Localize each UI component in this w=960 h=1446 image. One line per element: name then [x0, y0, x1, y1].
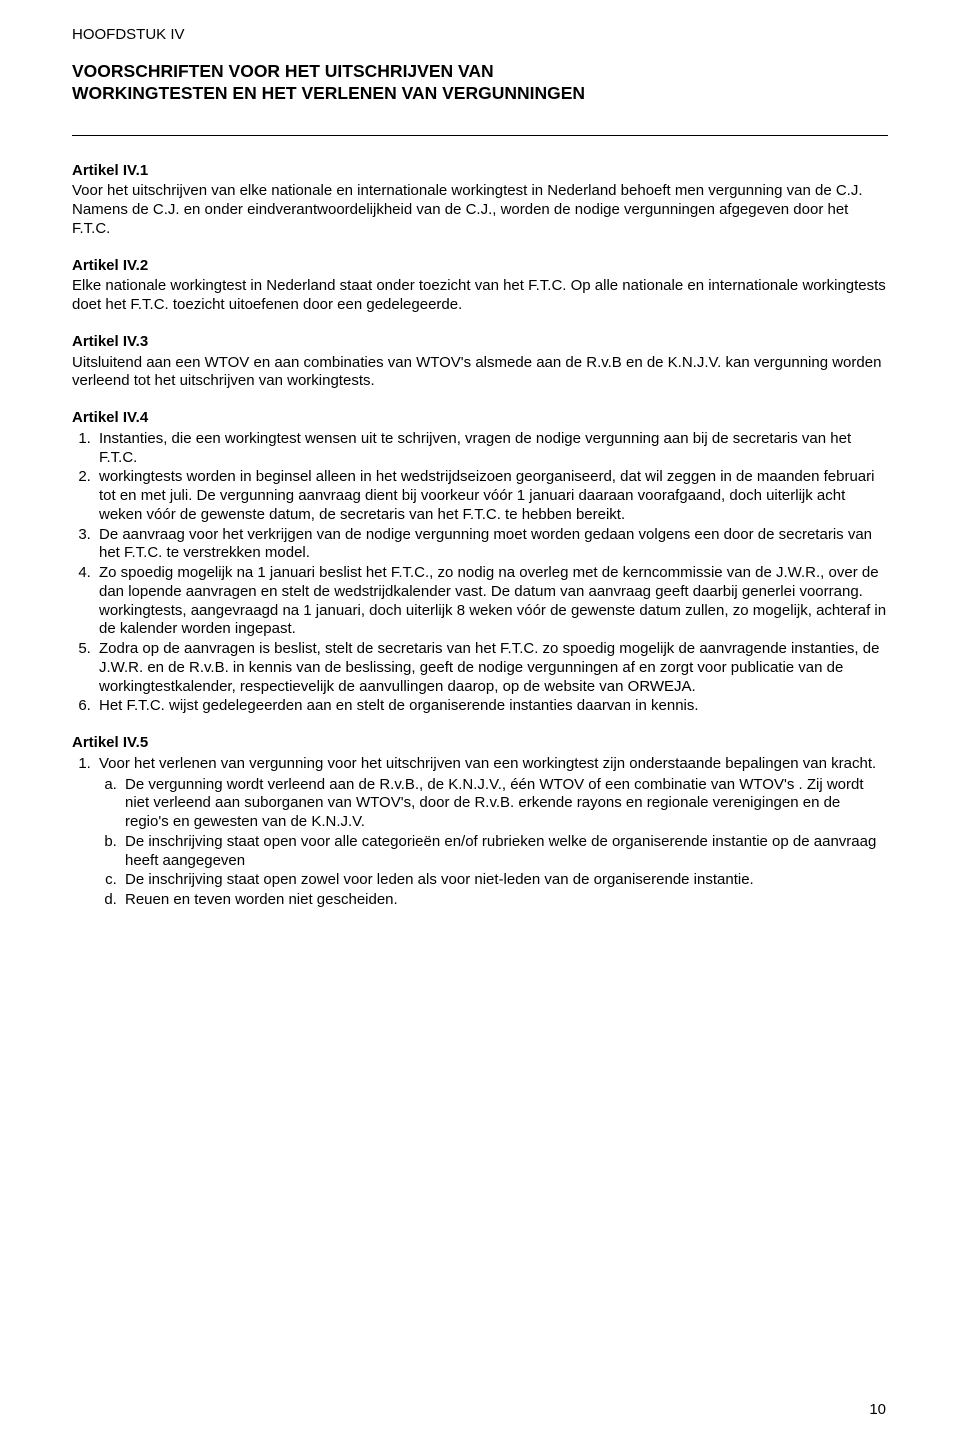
chapter-label: HOOFDSTUK IV — [72, 26, 888, 45]
chapter-title-line1: VOORSCHRIFTEN VOOR HET UITSCHRIJVEN VAN — [72, 61, 494, 81]
list-item: Zodra op de aanvragen is beslist, stelt … — [95, 640, 888, 696]
sub-list-item: Reuen en teven worden niet gescheiden. — [121, 891, 888, 910]
article-iv4-list: Instanties, die een workingtest wensen u… — [72, 430, 888, 716]
article-iv5-list: Voor het verlenen van vergunning voor he… — [72, 755, 888, 910]
article-iv1-body: Voor het uitschrijven van elke nationale… — [72, 182, 888, 238]
chapter-title: VOORSCHRIFTEN VOOR HET UITSCHRIJVEN VAN … — [72, 61, 888, 105]
sub-list-item: De inschrijving staat open voor alle cat… — [121, 833, 888, 871]
list-item-text: Voor het verlenen van vergunning voor he… — [99, 755, 876, 772]
sub-list-item: De vergunning wordt verleend aan de R.v.… — [121, 776, 888, 832]
list-item: De aanvraag voor het verkrijgen van de n… — [95, 526, 888, 564]
article-iv2-body: Elke nationale workingtest in Nederland … — [72, 277, 888, 315]
article-iv3-title: Artikel IV.3 — [72, 333, 888, 352]
page-number: 10 — [869, 1401, 886, 1418]
article-iv2-title: Artikel IV.2 — [72, 257, 888, 276]
list-item: Voor het verlenen van vergunning voor he… — [95, 755, 888, 910]
list-item: Zo spoedig mogelijk na 1 januari beslist… — [95, 564, 888, 639]
chapter-title-line2: WORKINGTESTEN EN HET VERLENEN VAN VERGUN… — [72, 83, 585, 103]
article-iv1-title: Artikel IV.1 — [72, 162, 888, 181]
article-iv3-body: Uitsluitend aan een WTOV en aan combinat… — [72, 354, 888, 392]
list-item: Instanties, die een workingtest wensen u… — [95, 430, 888, 468]
sub-list-item: De inschrijving staat open zowel voor le… — [121, 871, 888, 890]
article-iv4-title: Artikel IV.4 — [72, 409, 888, 428]
list-item: Het F.T.C. wijst gedelegeerden aan en st… — [95, 697, 888, 716]
article-iv5-title: Artikel IV.5 — [72, 734, 888, 753]
divider — [72, 135, 888, 136]
article-iv5-sublist: De vergunning wordt verleend aan de R.v.… — [99, 776, 888, 910]
list-item: workingtests worden in beginsel alleen i… — [95, 468, 888, 524]
document-page: HOOFDSTUK IV VOORSCHRIFTEN VOOR HET UITS… — [0, 0, 960, 1446]
